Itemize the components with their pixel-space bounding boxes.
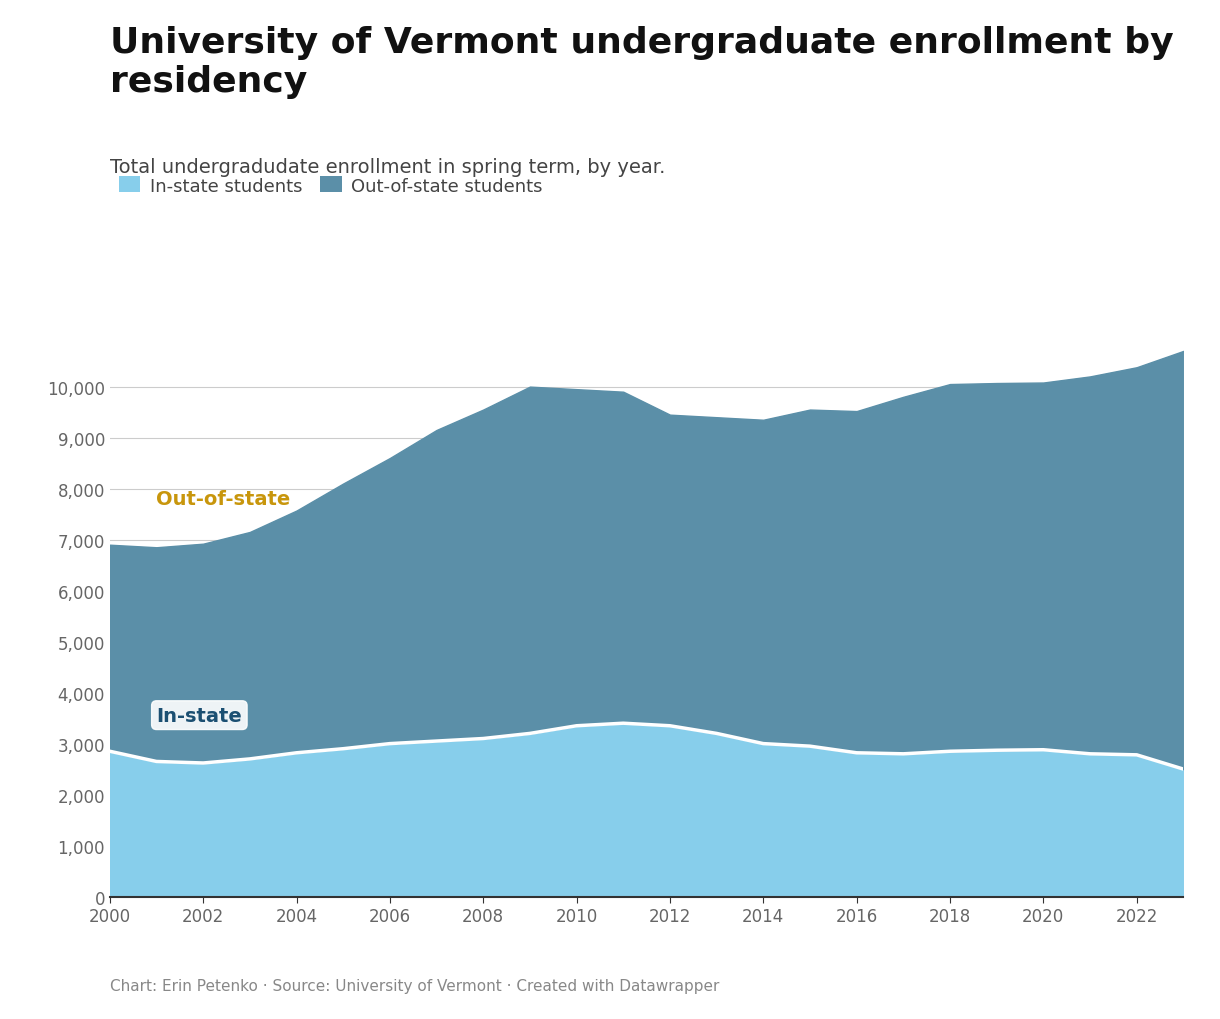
Text: Total undergradudate enrollment in spring term, by year.: Total undergradudate enrollment in sprin… [110, 158, 665, 177]
Text: Chart: Erin Petenko · Source: University of Vermont · Created with Datawrapper: Chart: Erin Petenko · Source: University… [110, 978, 719, 994]
Text: Out-of-state: Out-of-state [156, 489, 290, 508]
Legend: In-state students, Out-of-state students: In-state students, Out-of-state students [118, 177, 542, 196]
Text: University of Vermont undergraduate enrollment by
residency: University of Vermont undergraduate enro… [110, 25, 1174, 99]
Text: In-state: In-state [156, 706, 243, 725]
